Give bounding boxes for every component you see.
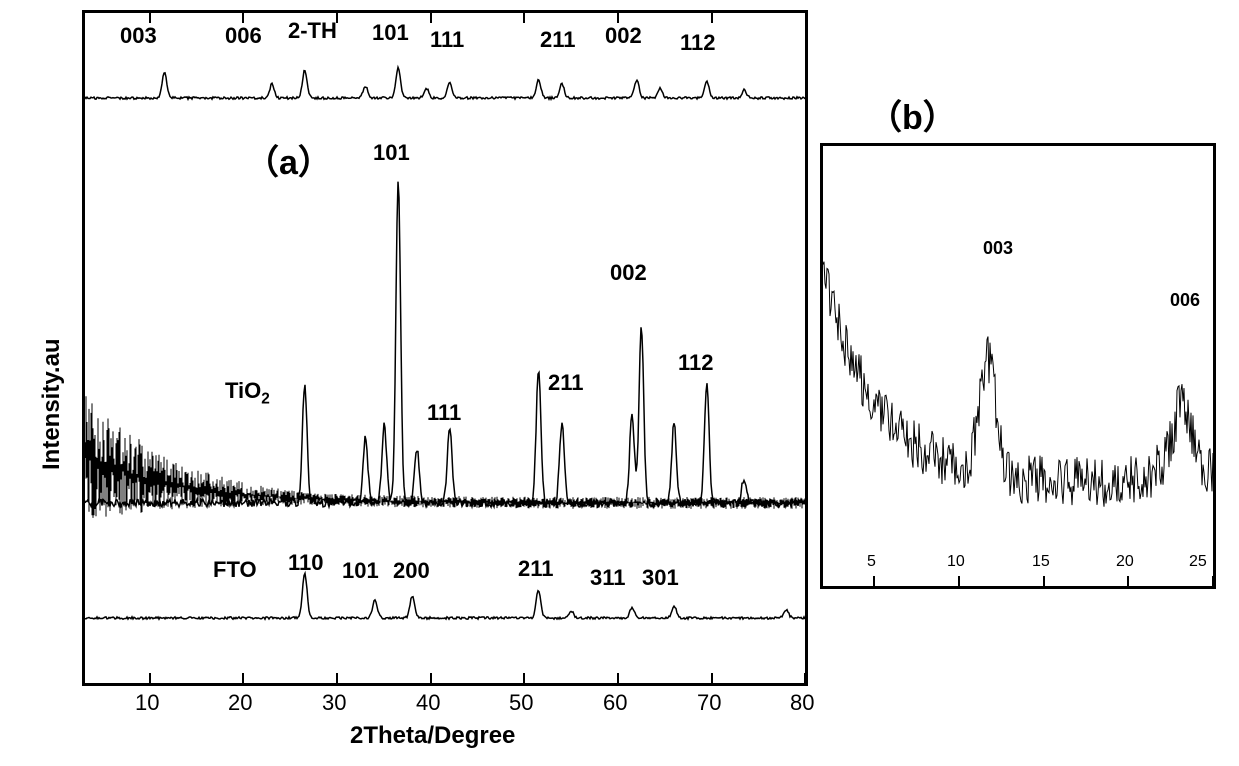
peak-b-006: 006 — [1170, 290, 1200, 311]
peak-mid-101: 101 — [373, 140, 410, 166]
xtick-b-15: 15 — [1032, 553, 1050, 570]
xtick-a-80: 80 — [790, 690, 814, 716]
trace-b — [823, 262, 1213, 507]
panel-b: 5 10 15 20 25 — [820, 143, 1216, 589]
xtick-b-20: 20 — [1116, 553, 1134, 570]
yaxis-label: Intensity.au — [38, 338, 66, 470]
peak-mid-112: 112 — [678, 350, 714, 376]
trace-bot-label: FTO — [213, 557, 257, 583]
xtick-a-70: 70 — [697, 690, 721, 716]
ylabel-text: Intensity.au — [38, 338, 65, 470]
peak-top-2th: 2-TH — [288, 18, 337, 44]
xtick-a-60: 60 — [603, 690, 627, 716]
xtick-a-30: 30 — [322, 690, 346, 716]
panel-a-label: （a） — [245, 135, 332, 184]
xtick-b-25: 25 — [1189, 553, 1207, 570]
trace-middle — [85, 182, 805, 507]
panel-a-svg — [85, 13, 805, 683]
xtick-b-10: 10 — [947, 553, 965, 570]
panel-b-svg: 5 10 15 20 25 — [823, 146, 1213, 586]
peak-top-006: 006 — [225, 23, 262, 49]
xtick-a-50: 50 — [509, 690, 533, 716]
xtick-b-5: 5 — [867, 553, 876, 570]
trace-bottom — [85, 573, 805, 619]
xtick-a-40: 40 — [416, 690, 440, 716]
peak-bot-110: 110 — [288, 550, 324, 576]
peak-top-101: 101 — [372, 20, 409, 46]
xtick-a-10: 10 — [135, 690, 159, 716]
xaxis-label: 2Theta/Degree — [350, 722, 515, 750]
peak-top-003: 003 — [120, 23, 157, 49]
xtick-a-20: 20 — [228, 690, 252, 716]
panel-b-label: （b） — [868, 90, 957, 139]
peak-top-211: 211 — [540, 27, 576, 53]
panel-a — [82, 10, 808, 686]
peak-bot-211: 211 — [518, 556, 554, 582]
peak-top-111: 111 — [430, 27, 464, 53]
peak-bot-301: 301 — [642, 565, 679, 591]
trace-top — [85, 67, 805, 99]
peak-b-003: 003 — [983, 238, 1013, 259]
figure-container: Intensity.au — [0, 0, 1239, 766]
peak-mid-002: 002 — [610, 260, 647, 286]
peak-bot-101: 101 — [342, 558, 379, 584]
peak-top-112: 112 — [680, 30, 716, 56]
peak-bot-311: 311 — [590, 565, 626, 591]
peak-mid-211: 211 — [548, 370, 584, 396]
peak-mid-tio2: TiO2 — [225, 378, 270, 408]
xaxis-ticks-b — [874, 576, 1213, 586]
peak-bot-200: 200 — [393, 558, 430, 584]
peak-top-002: 002 — [605, 23, 642, 49]
peak-mid-111: 111 — [427, 400, 461, 426]
